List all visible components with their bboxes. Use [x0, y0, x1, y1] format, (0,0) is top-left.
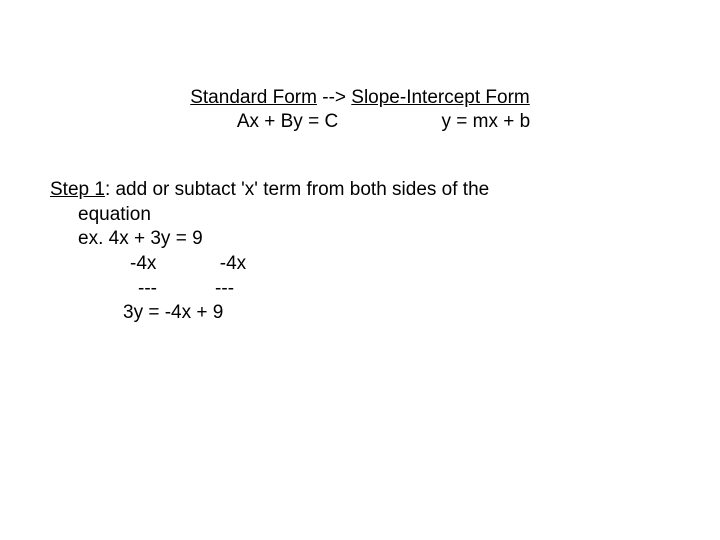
title-arrow: --> [317, 87, 351, 108]
step-label: Step 1 [50, 179, 105, 200]
work-dash-line: --- --- [50, 277, 670, 302]
result-line: 3y = -4x + 9 [50, 301, 670, 326]
step-description: : add or subtact 'x' term from both side… [105, 179, 489, 200]
title-standard-form: Standard Form [190, 87, 317, 108]
step-line-equation-word: equation [50, 203, 670, 228]
work-subtraction-line: -4x -4x [50, 252, 670, 277]
title-block: Standard Form --> Slope-Intercept Form A… [50, 87, 670, 133]
subtitle-slope-equation: y = mx + b [441, 111, 530, 133]
subtitle-line: Ax + By = C y = mx + b [50, 111, 670, 133]
body-block: Step 1: add or subtact 'x' term from bot… [50, 178, 670, 326]
subtitle-standard-equation: Ax + By = C [237, 111, 338, 133]
slide-content: Standard Form --> Slope-Intercept Form A… [0, 0, 720, 326]
example-line: ex. 4x + 3y = 9 [50, 227, 670, 252]
step-heading: Step 1: add or subtact 'x' term from bot… [50, 178, 670, 203]
title-line: Standard Form --> Slope-Intercept Form [50, 87, 670, 109]
title-slope-intercept: Slope-Intercept Form [351, 87, 529, 108]
